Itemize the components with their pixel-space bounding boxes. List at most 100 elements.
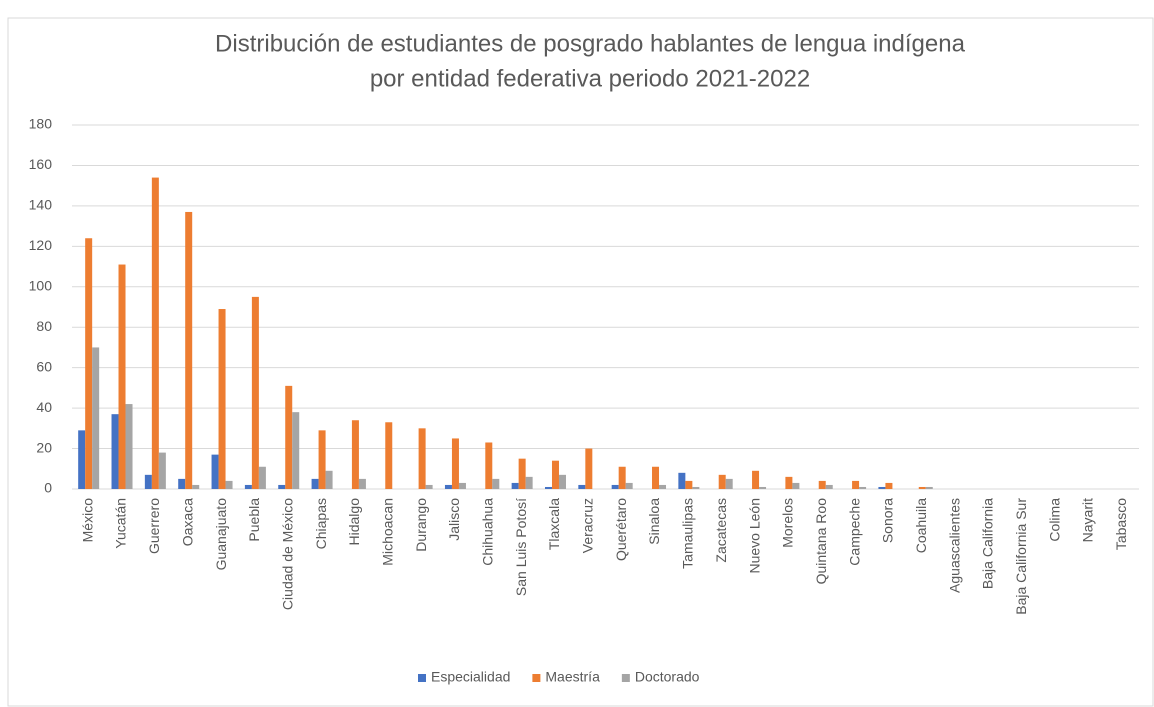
bar bbox=[925, 486, 933, 489]
bar bbox=[318, 430, 326, 489]
bar bbox=[792, 482, 800, 489]
bar bbox=[78, 430, 86, 489]
bar bbox=[85, 238, 93, 489]
bar bbox=[585, 448, 593, 489]
x-tick-label: Michoacan bbox=[379, 498, 395, 566]
bar bbox=[752, 470, 760, 489]
bar bbox=[158, 452, 166, 489]
bar bbox=[292, 412, 300, 489]
chart-title: Distribución de estudiantes de posgrado … bbox=[215, 30, 966, 57]
x-tick-label: Baja California Sur bbox=[1013, 498, 1029, 615]
bar bbox=[225, 480, 233, 489]
legend-swatch bbox=[532, 674, 541, 682]
x-tick-label: Tamaulipas bbox=[680, 498, 696, 569]
bar bbox=[325, 470, 333, 489]
y-tick-label: 160 bbox=[29, 156, 53, 172]
x-tick-label: Querétaro bbox=[613, 498, 629, 561]
legend-label: Especialidad bbox=[431, 669, 510, 685]
bar bbox=[818, 480, 826, 489]
bar bbox=[385, 422, 393, 489]
bar bbox=[192, 484, 200, 489]
x-tick-label: Nayarit bbox=[1080, 498, 1096, 542]
x-tick-label: Sinaloa bbox=[646, 498, 662, 545]
bar bbox=[451, 438, 459, 489]
x-tick-label: Colima bbox=[1046, 498, 1062, 542]
x-tick-label: Durango bbox=[413, 498, 429, 552]
bar bbox=[825, 484, 833, 489]
bar bbox=[444, 484, 452, 489]
bar bbox=[718, 474, 726, 489]
bar bbox=[885, 482, 893, 489]
bar bbox=[578, 484, 586, 489]
bar bbox=[525, 476, 533, 489]
bar bbox=[258, 466, 266, 489]
x-tick-label: Guanajuato bbox=[213, 498, 229, 571]
bar bbox=[618, 466, 626, 489]
bar bbox=[625, 482, 633, 489]
chart-title: por entidad federativa periodo 2021-2022 bbox=[370, 65, 810, 92]
bar bbox=[218, 309, 226, 489]
bar bbox=[544, 486, 552, 489]
bar bbox=[725, 478, 733, 489]
bar bbox=[118, 264, 126, 489]
y-tick-label: 40 bbox=[36, 399, 52, 415]
x-tick-label: Sonora bbox=[880, 498, 896, 543]
bar bbox=[111, 414, 119, 489]
bar bbox=[659, 484, 667, 489]
legend-swatch bbox=[621, 674, 630, 682]
x-tick-label: San Luis Potosí bbox=[513, 498, 529, 596]
bar bbox=[144, 474, 152, 489]
bar bbox=[358, 478, 366, 489]
x-tick-label: Campeche bbox=[846, 498, 862, 566]
x-tick-label: Baja California bbox=[980, 498, 996, 589]
bar bbox=[185, 211, 193, 489]
x-tick-label: Veracruz bbox=[580, 498, 596, 553]
y-tick-label: 140 bbox=[29, 197, 53, 213]
bar bbox=[278, 484, 286, 489]
x-tick-label: Yucatán bbox=[113, 498, 129, 549]
y-tick-label: 20 bbox=[36, 439, 52, 455]
bar bbox=[692, 486, 700, 489]
bar bbox=[418, 428, 426, 489]
bar bbox=[918, 486, 926, 489]
x-tick-label: Guerrero bbox=[146, 498, 162, 554]
bar bbox=[211, 454, 219, 489]
bar bbox=[785, 476, 793, 489]
bar bbox=[485, 442, 493, 489]
bar bbox=[351, 420, 359, 489]
bar bbox=[558, 474, 566, 489]
bar bbox=[859, 486, 867, 489]
y-tick-label: 60 bbox=[36, 358, 52, 374]
bar bbox=[92, 347, 100, 489]
x-tick-label: Aguascalientes bbox=[946, 498, 962, 593]
x-tick-label: Coahuila bbox=[913, 498, 929, 553]
y-tick-label: 100 bbox=[29, 277, 53, 293]
y-tick-label: 180 bbox=[29, 116, 53, 132]
bar bbox=[425, 484, 433, 489]
x-tick-label: Puebla bbox=[246, 498, 262, 542]
bar bbox=[125, 404, 133, 489]
x-tick-label: Tlaxcala bbox=[546, 498, 562, 550]
bar bbox=[492, 478, 500, 489]
x-tick-label: Morelos bbox=[780, 498, 796, 548]
bar bbox=[852, 480, 860, 489]
y-tick-label: 0 bbox=[44, 480, 52, 496]
bar bbox=[685, 480, 693, 489]
bar bbox=[652, 466, 660, 489]
bar bbox=[518, 458, 526, 489]
chart-frame bbox=[7, 17, 1154, 707]
bar bbox=[878, 486, 886, 489]
y-tick-label: 80 bbox=[36, 318, 52, 334]
x-tick-label: Oaxaca bbox=[179, 498, 195, 546]
x-tick-label: Hidalgo bbox=[346, 498, 362, 546]
legend-swatch bbox=[418, 674, 426, 682]
x-tick-label: Tabasco bbox=[1113, 498, 1129, 550]
bar bbox=[311, 478, 319, 489]
x-tick-label: Ciudad de México bbox=[279, 498, 295, 610]
bar bbox=[244, 484, 252, 489]
bar bbox=[458, 482, 466, 489]
bar bbox=[285, 385, 293, 489]
x-tick-label: Quintana Roo bbox=[813, 498, 829, 585]
y-tick-label: 120 bbox=[29, 237, 53, 253]
